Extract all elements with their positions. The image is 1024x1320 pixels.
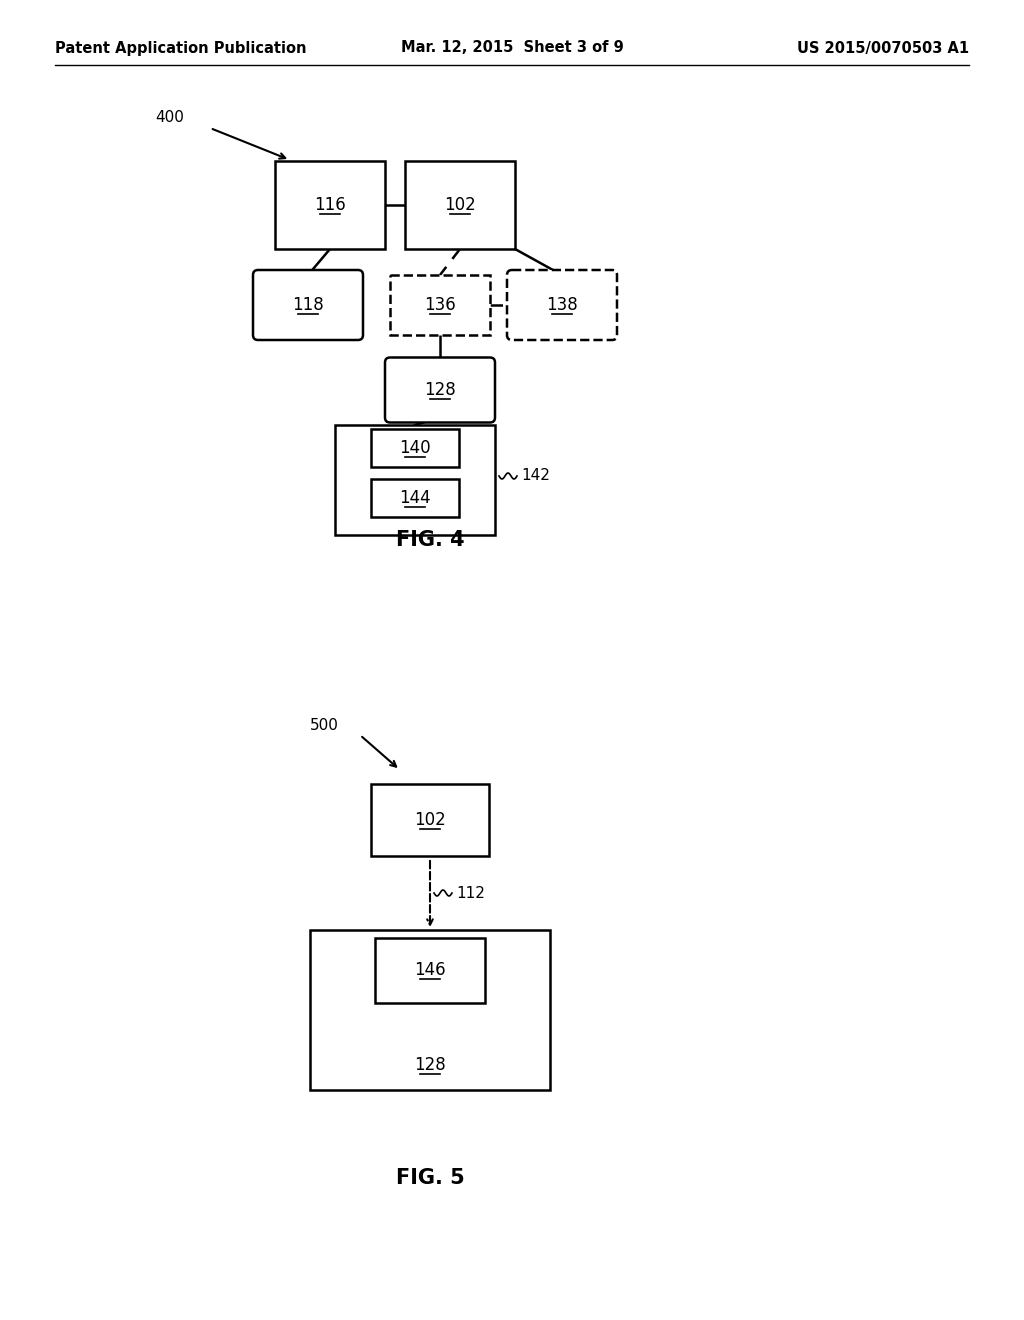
Bar	[371, 479, 459, 517]
Text: 128: 128	[414, 1056, 445, 1074]
Bar	[310, 931, 550, 1090]
Text: 500: 500	[310, 718, 339, 734]
Bar	[335, 425, 495, 535]
Text: 102: 102	[444, 195, 476, 214]
Bar	[371, 784, 489, 855]
Text: Mar. 12, 2015  Sheet 3 of 9: Mar. 12, 2015 Sheet 3 of 9	[400, 41, 624, 55]
Text: 118: 118	[292, 296, 324, 314]
Text: 142: 142	[521, 469, 550, 483]
Bar	[375, 937, 485, 1002]
FancyBboxPatch shape	[253, 271, 362, 341]
Bar	[390, 275, 490, 335]
Text: 136: 136	[424, 296, 456, 314]
Text: Patent Application Publication: Patent Application Publication	[55, 41, 306, 55]
Text: 146: 146	[414, 961, 445, 979]
Text: 112: 112	[456, 886, 485, 900]
Text: 138: 138	[546, 296, 578, 314]
Text: FIG. 5: FIG. 5	[395, 1168, 464, 1188]
Text: 144: 144	[399, 488, 431, 507]
Text: 400: 400	[155, 111, 184, 125]
Bar	[371, 429, 459, 467]
Bar	[406, 161, 515, 249]
Text: FIG. 4: FIG. 4	[395, 531, 464, 550]
Text: US 2015/0070503 A1: US 2015/0070503 A1	[797, 41, 969, 55]
Text: 128: 128	[424, 381, 456, 399]
Text: 116: 116	[314, 195, 346, 214]
Text: 140: 140	[399, 440, 431, 457]
Bar	[275, 161, 385, 249]
FancyBboxPatch shape	[385, 358, 495, 422]
FancyBboxPatch shape	[507, 271, 617, 341]
Text: 102: 102	[414, 810, 445, 829]
